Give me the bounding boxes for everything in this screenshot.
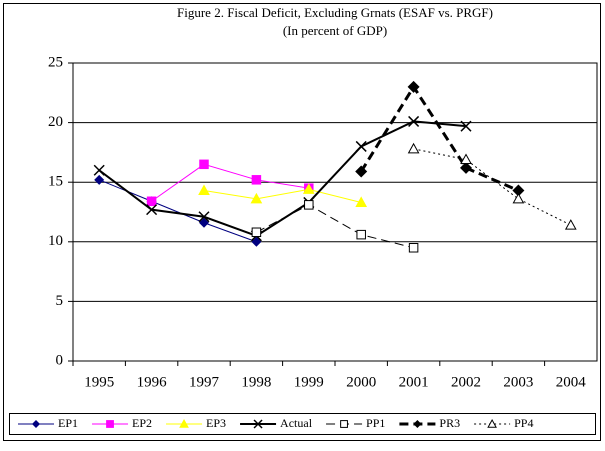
marker — [146, 204, 158, 216]
series-line — [256, 204, 414, 249]
legend-label: EP3 — [206, 416, 226, 430]
marker — [32, 420, 40, 428]
y-tick-label: 5 — [56, 293, 64, 309]
marker — [487, 418, 497, 428]
marker — [199, 159, 209, 170]
marker — [302, 183, 315, 194]
marker — [198, 184, 210, 196]
x-tick-label: 2003 — [503, 374, 533, 390]
marker — [251, 227, 262, 238]
marker — [408, 115, 420, 127]
chart-frame — [3, 3, 601, 441]
x-tick-label: 1997 — [189, 374, 220, 390]
marker — [146, 196, 157, 207]
chart-title: Figure 2. Fiscal Deficit, Excluding Grna… — [177, 5, 493, 20]
legend-label: PP4 — [514, 416, 533, 430]
x-tick-label: 1996 — [137, 374, 168, 390]
marker — [407, 80, 420, 93]
x-tick-label: 2002 — [451, 374, 481, 390]
series-line — [203, 188, 362, 203]
chart-subtitle: (In percent of GDP) — [283, 23, 387, 38]
series-line — [151, 163, 309, 202]
marker — [408, 243, 419, 253]
x-tick-label: 2000 — [346, 374, 376, 390]
marker — [512, 184, 525, 197]
legend-box — [9, 413, 596, 435]
marker — [460, 120, 472, 132]
marker — [94, 174, 105, 185]
marker — [251, 175, 262, 185]
marker — [355, 140, 367, 152]
marker — [407, 142, 420, 154]
legend-label: PR3 — [439, 416, 460, 430]
marker — [198, 211, 210, 223]
marker — [413, 420, 422, 428]
marker — [340, 420, 348, 428]
marker — [250, 192, 263, 204]
marker — [356, 229, 366, 240]
y-tick-label: 20 — [48, 114, 63, 130]
marker — [512, 192, 525, 204]
marker — [355, 165, 368, 178]
series-line — [413, 148, 572, 226]
marker — [253, 419, 263, 429]
x-tick-label: 1999 — [294, 374, 324, 390]
x-tick-label: 2001 — [399, 374, 429, 390]
marker — [304, 200, 314, 210]
legend-label: Actual — [280, 416, 313, 430]
y-tick-label: 10 — [48, 233, 63, 249]
marker — [106, 420, 114, 428]
y-tick-label: 0 — [56, 352, 64, 368]
legend-label: PP1 — [366, 416, 385, 430]
series-line — [98, 120, 467, 237]
y-tick-label: 25 — [48, 54, 63, 70]
legend-label: EP1 — [58, 416, 78, 430]
marker — [179, 418, 189, 428]
legend-label: EP2 — [132, 416, 152, 430]
x-tick-label: 1995 — [84, 374, 114, 390]
marker — [460, 161, 472, 174]
marker — [460, 153, 472, 165]
x-tick-label: 2004 — [556, 374, 587, 390]
marker — [93, 164, 105, 176]
x-tick-label: 1998 — [241, 374, 271, 390]
marker — [564, 219, 577, 230]
y-tick-label: 15 — [48, 174, 63, 190]
marker — [355, 196, 368, 207]
